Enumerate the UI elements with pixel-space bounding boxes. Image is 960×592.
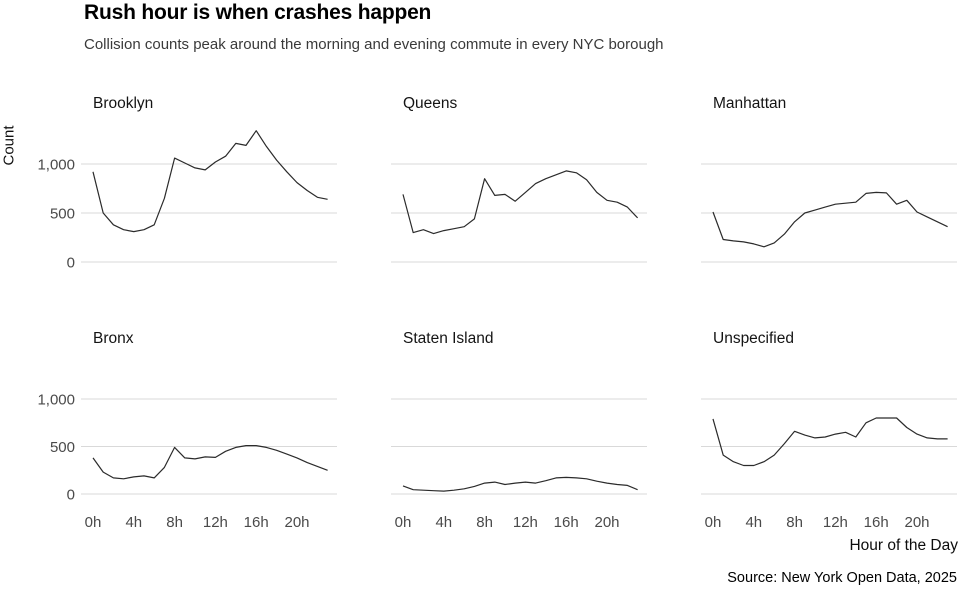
x-tick-label: 4h — [745, 514, 762, 531]
panel-bronx: 0 500 1,000 — [37, 392, 337, 504]
panel-title-bronx: Bronx — [93, 330, 134, 347]
x-tick-label: 4h — [435, 514, 452, 531]
x-tick-label: 0h — [705, 514, 722, 531]
chart-title: Rush hour is when crashes happen — [84, 1, 432, 24]
series-line-bronx — [92, 445, 328, 480]
x-tick-label: 4h — [125, 514, 142, 531]
x-tick-label: 12h — [823, 514, 848, 531]
x-tick-label: 0h — [395, 514, 412, 531]
series-line-manhattan — [712, 191, 948, 248]
panel-manhattan — [701, 163, 957, 263]
x-tick-label: 20h — [904, 514, 929, 531]
panel-queens — [391, 163, 647, 263]
panel-title-unspecified: Unspecified — [713, 330, 794, 347]
x-tick-label: 20h — [284, 514, 309, 531]
panel-brooklyn: 0 500 1,000 — [37, 130, 337, 272]
source-caption: Source: New York Open Data, 2025 — [727, 570, 957, 586]
x-axis-title: Hour of the Day — [849, 537, 958, 554]
series-line-staten-island — [402, 476, 638, 492]
panel-title-brooklyn: Brooklyn — [93, 95, 154, 112]
series-line-unspecified — [712, 417, 948, 467]
x-tick-label: 16h — [244, 514, 269, 531]
y-tick-label: 1,000 — [37, 392, 75, 409]
y-tick-label: 500 — [50, 206, 75, 223]
x-tick-label: 8h — [166, 514, 183, 531]
x-tick-label: 0h — [85, 514, 102, 531]
series-line-queens — [402, 170, 639, 235]
panel-title-queens: Queens — [403, 95, 458, 112]
y-tick-label: 500 — [50, 439, 75, 456]
x-tick-label: 16h — [554, 514, 579, 531]
x-tick-label: 8h — [786, 514, 803, 531]
y-tick-label: 1,000 — [37, 157, 75, 174]
chart-subtitle: Collision counts peak around the morning… — [84, 36, 664, 53]
x-tick-label: 16h — [864, 514, 889, 531]
panel-staten-island — [391, 398, 647, 495]
panel-title-staten-island: Staten Island — [403, 330, 494, 347]
y-tick-label: 0 — [67, 255, 75, 272]
y-tick-label: 0 — [67, 487, 75, 504]
x-tick-label: 12h — [513, 514, 538, 531]
panel-unspecified — [701, 398, 957, 495]
series-line-brooklyn — [92, 130, 328, 233]
panel-title-manhattan: Manhattan — [713, 95, 787, 112]
x-tick-label: 8h — [476, 514, 493, 531]
x-tick-label: 12h — [203, 514, 228, 531]
x-tick-label: 20h — [594, 514, 619, 531]
